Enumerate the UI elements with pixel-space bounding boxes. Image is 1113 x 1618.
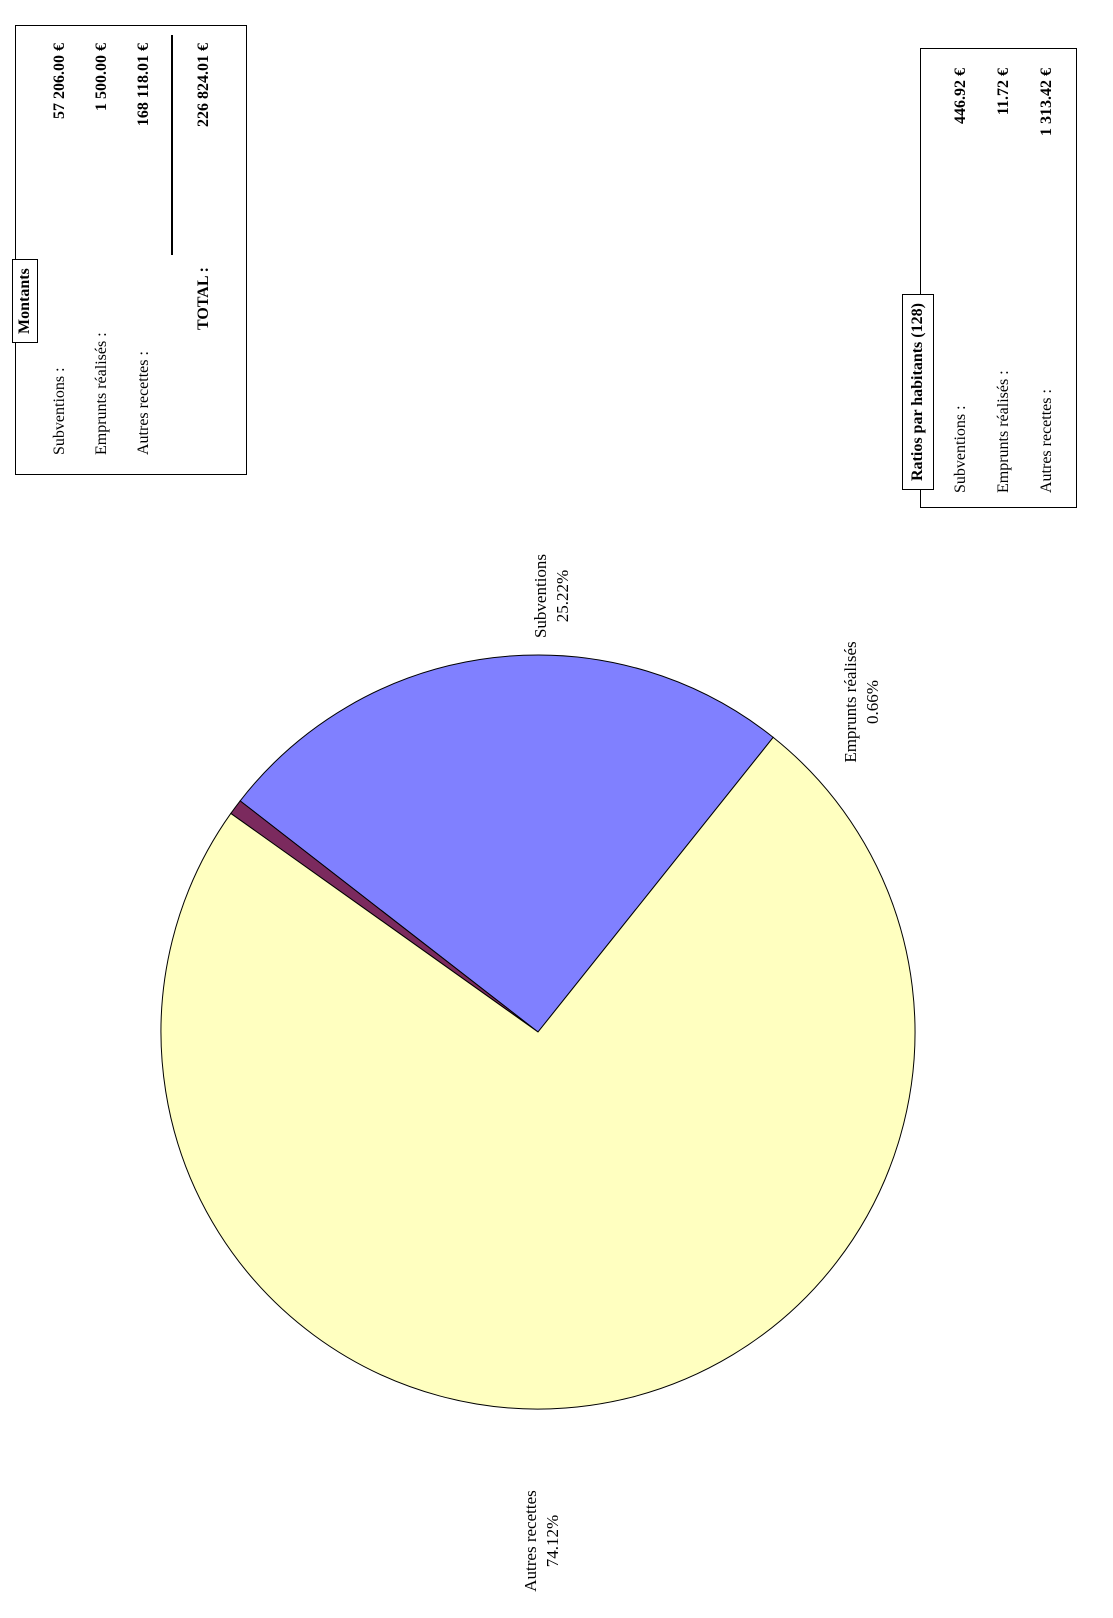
montants-total-rule — [171, 35, 173, 255]
montants-label-autres: Autres recettes : — [135, 351, 152, 455]
pie-slice-autres — [160, 736, 916, 1410]
slice-label-name: Subventions — [531, 553, 550, 639]
slice-label-subventions: Subventions 25.22% — [530, 540, 574, 652]
slice-label-percent: 25.22% — [553, 569, 572, 623]
ratios-label-autres: Autres recettes : — [1038, 389, 1055, 493]
ratios-label-subventions: Subventions : — [952, 405, 969, 493]
montants-value-autres: 168 118.01 € — [135, 43, 152, 127]
ratios-value-emprunts: 11.72 € — [995, 68, 1012, 116]
slice-label-autres: Autres recettes 74.12% — [520, 1471, 564, 1611]
montants-label-emprunts: Emprunts réalisés : — [93, 332, 110, 455]
montants-total-label: TOTAL : — [195, 267, 212, 330]
ratios-box: Ratios par habitants (128) Subventions :… — [902, 48, 1077, 508]
pie-slice-subventions — [239, 654, 774, 1033]
ratios-title: Ratios par habitants (128) — [902, 294, 934, 490]
slice-label-percent: 74.12% — [543, 1514, 562, 1568]
slice-label-emprunts: Emprunts réalisés 0.66% — [840, 626, 884, 778]
montants-label-subventions: Subventions : — [51, 367, 68, 455]
slice-label-name: Emprunts réalisés — [841, 641, 860, 763]
ratios-value-subventions: 446.92 € — [952, 68, 969, 124]
montants-value-emprunts: 1 500.00 € — [93, 43, 110, 111]
ratios-value-autres: 1 313.42 € — [1038, 68, 1055, 136]
montants-value-subventions: 57 206.00 € — [51, 43, 68, 119]
slice-label-percent: 0.66% — [863, 680, 882, 724]
ratios-label-emprunts: Emprunts réalisés : — [995, 370, 1012, 493]
slice-label-name: Autres recettes — [521, 1490, 540, 1592]
montants-box: Montants Subventions : Emprunts réalisés… — [12, 25, 247, 475]
montants-total-value: 226 824.01 € — [195, 43, 212, 127]
montants-title: Montants — [12, 259, 38, 343]
